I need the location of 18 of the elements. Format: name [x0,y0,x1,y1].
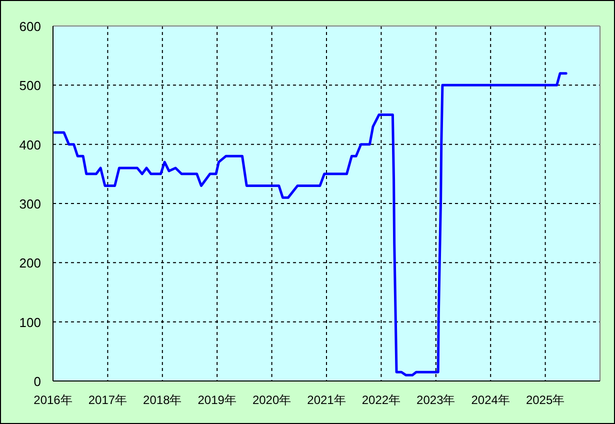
x-tick-label: 2023年 [416,393,456,407]
y-tick-label: 600 [19,19,41,34]
y-tick-label: 500 [19,78,41,94]
x-tick-label: 2017年 [88,393,128,407]
y-tick-label: 200 [19,256,41,271]
y-tick-label: 300 [19,196,41,212]
y-tick-label: 400 [19,137,41,152]
x-tick-label: 2025年 [526,393,565,407]
x-tick-label: 2021年 [307,393,346,407]
y-tick-label: 0 [34,374,41,389]
line-series [53,72,568,376]
x-tick-label: 2019年 [198,393,236,407]
y-tick-label: 100 [19,314,41,330]
x-tick-label: 2022年 [362,393,401,407]
x-tick-label: 2018年 [143,393,182,407]
x-tick-label: 2020年 [252,393,292,407]
x-tick-label: 2016年 [34,393,72,407]
x-tick-label: 2024年 [471,393,510,407]
